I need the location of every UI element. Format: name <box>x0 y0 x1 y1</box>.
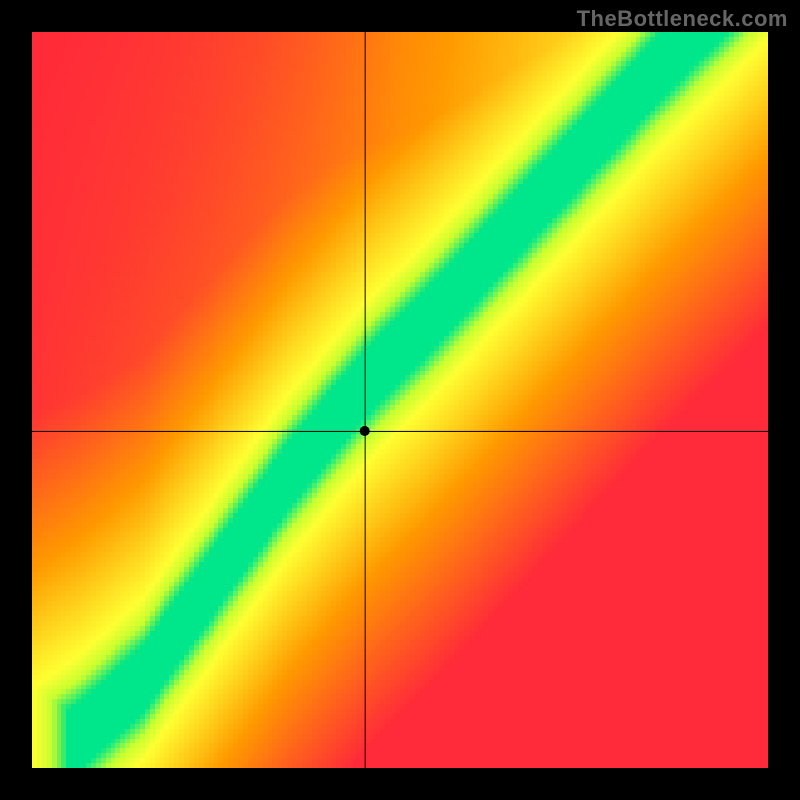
watermark-text: TheBottleneck.com <box>577 6 788 32</box>
bottleneck-heatmap <box>0 0 800 800</box>
